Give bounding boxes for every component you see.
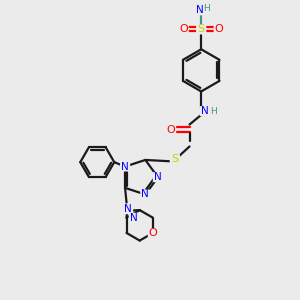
Text: N: N [124, 204, 132, 214]
FancyBboxPatch shape [170, 154, 180, 164]
FancyBboxPatch shape [153, 172, 163, 182]
FancyBboxPatch shape [178, 24, 189, 34]
FancyBboxPatch shape [196, 24, 206, 34]
FancyBboxPatch shape [208, 106, 219, 116]
FancyBboxPatch shape [195, 5, 206, 15]
Text: N: N [142, 190, 149, 200]
Text: N: N [130, 213, 138, 223]
FancyBboxPatch shape [129, 213, 139, 223]
Text: O: O [148, 228, 157, 238]
Text: O: O [214, 24, 223, 34]
FancyBboxPatch shape [214, 24, 224, 34]
FancyBboxPatch shape [120, 162, 130, 172]
Text: O: O [179, 24, 188, 34]
Text: H: H [210, 106, 217, 116]
FancyBboxPatch shape [148, 228, 158, 238]
FancyBboxPatch shape [140, 190, 151, 200]
Text: S: S [198, 24, 205, 34]
FancyBboxPatch shape [123, 204, 133, 214]
Text: N: N [154, 172, 162, 182]
Text: N: N [196, 5, 204, 15]
Text: N: N [201, 106, 208, 116]
FancyBboxPatch shape [201, 3, 212, 13]
FancyBboxPatch shape [200, 106, 210, 116]
Text: H: H [203, 4, 210, 13]
Text: N: N [121, 161, 129, 172]
Text: S: S [171, 154, 178, 164]
FancyBboxPatch shape [166, 125, 176, 135]
Text: O: O [167, 125, 176, 135]
